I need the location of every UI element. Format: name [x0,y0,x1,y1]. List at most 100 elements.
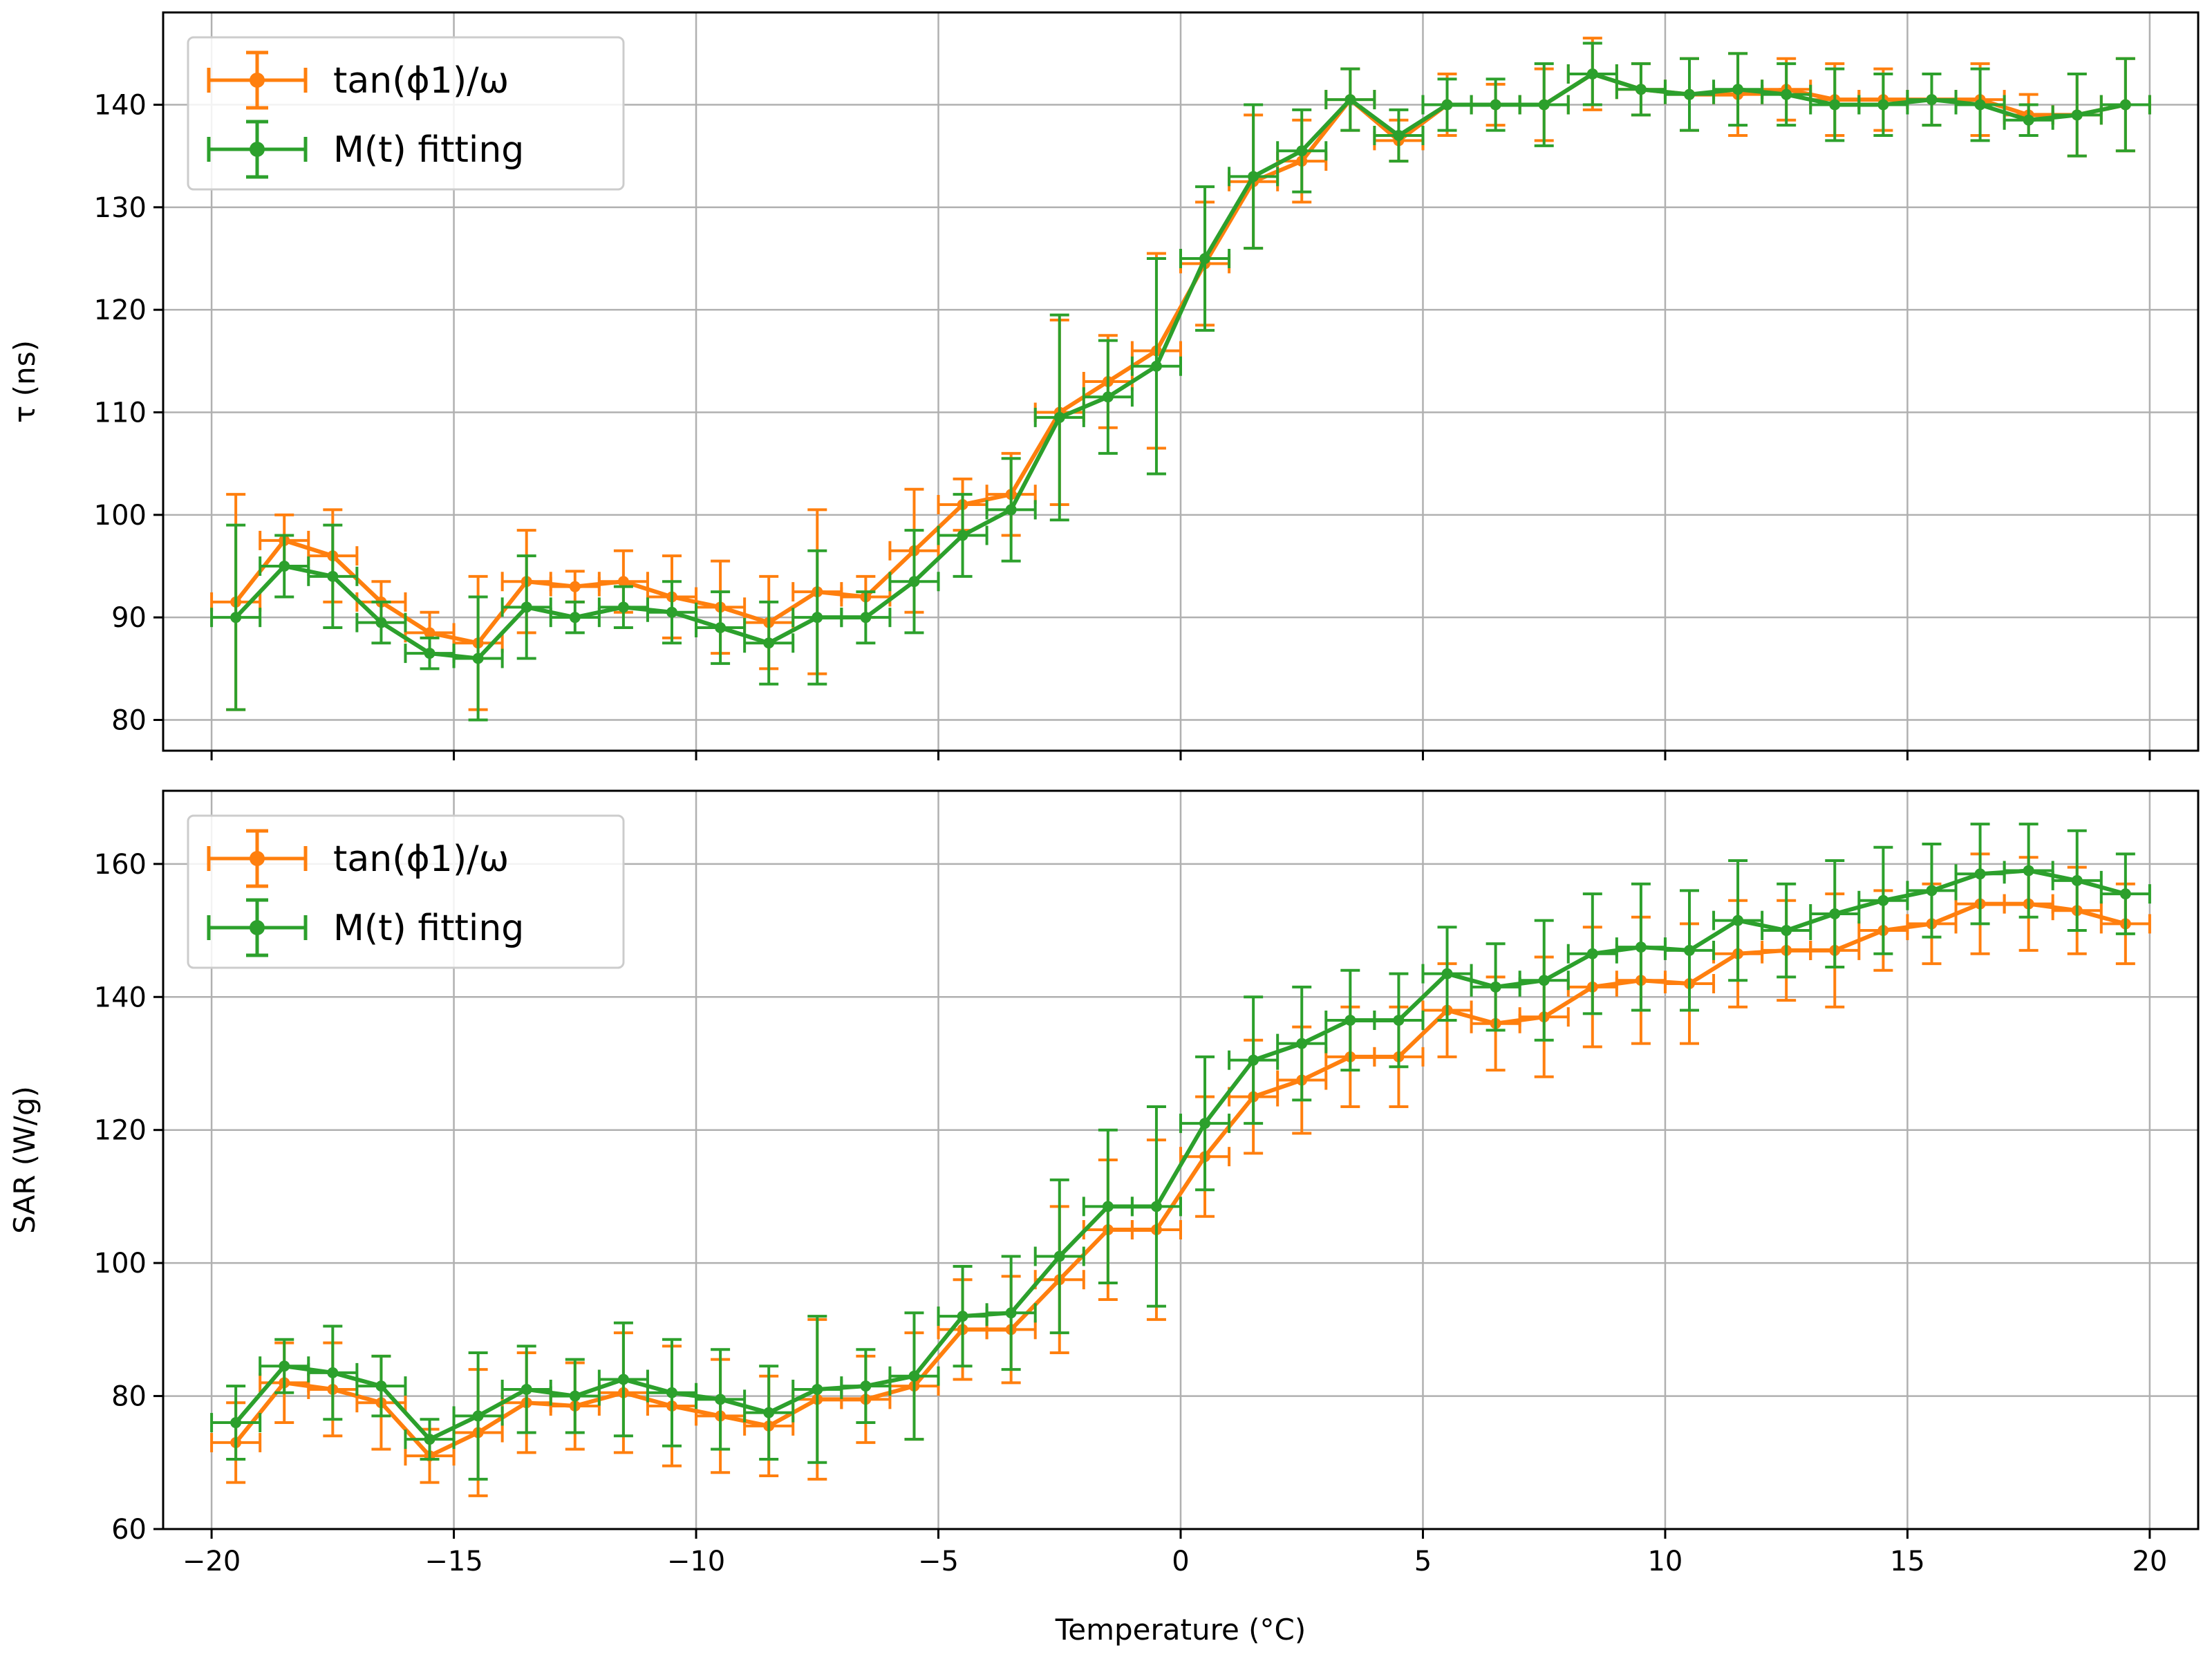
tau-data-point [1005,504,1017,516]
sar-data-point [472,1410,484,1422]
tau-series-line [234,72,2126,661]
sar-data-point [617,1374,629,1385]
sar-ticks: −20 −15 −10 −5 0 5 10 15 20 60 80 100 120 140 160 [94,849,2168,1577]
tau-legend-label: M(t) fitting [333,129,524,171]
sar-data-point [1538,975,1550,986]
tau-data-point [715,622,727,633]
tau-data-point [763,637,775,649]
sar-legend-frame [187,814,625,969]
sar-data-point [1005,1307,1017,1319]
tau-chart: 80 90 100 110 120 130 140 τ (ns) tan(ϕ1)/ω M(t)… [8,11,2200,760]
sar-data-point [1732,915,1744,926]
sar-x-tick-label: 10 [1647,1546,1683,1577]
tau-data-point [812,612,823,624]
sar-y-axis-label: SAR (W/g) [8,1086,41,1234]
sar-data-point [1102,1201,1114,1212]
tau-legend-handle [207,50,308,110]
sar-data-point [763,1407,775,1418]
tau-data-point [1490,99,1501,111]
sar-data-point [908,1370,920,1382]
tau-data-point [279,561,290,572]
sar-data-point [424,1434,435,1445]
sar-legend: tan(ϕ1)/ω M(t) fitting [187,814,625,969]
tau-series [210,37,2151,722]
sar-x-tick-label: −20 [182,1546,241,1577]
sar-series-1 [210,823,2151,1481]
sar-legend-handle [207,829,308,888]
sar-chart: −20 −15 −10 −5 0 5 10 15 20 60 80 100 120 140 160 SAR … [8,789,2200,1647]
sar-data-point [1490,981,1501,993]
tau-data-point [1877,99,1889,111]
tau-y-tick-label: 130 [94,192,147,224]
sar-data-point [1248,1054,1259,1066]
tau-data-point [424,627,435,639]
sar-x-tick-label: 20 [2132,1546,2167,1577]
tau-data-point [1635,84,1647,95]
tau-data-point [472,653,484,664]
tau-data-point [327,570,339,582]
sar-legend-label: M(t) fitting [333,908,524,949]
sar-data-point [230,1417,242,1429]
tau-data-point [569,612,581,624]
tau-data-point [1586,68,1598,79]
tau-data-point [617,601,629,613]
sar-x-tick-label: −15 [424,1546,482,1577]
tau-data-point [569,581,581,592]
tau-legend-label: tan(ϕ1)/ω [333,60,509,102]
sar-y-tick-label: 120 [94,1115,147,1147]
tau-data-point [860,612,872,624]
tau-legend-handle [207,120,308,179]
tau-data-point [1732,84,1744,95]
sar-series [210,823,2151,1497]
tau-data-point [617,576,629,588]
tau-y-tick-label: 120 [94,294,147,326]
tau-data-point [2071,109,2083,121]
tau-data-point [1926,94,1938,106]
sar-data-point [1926,885,1938,897]
sar-data-point [812,1383,823,1395]
sar-data-point [2119,888,2131,900]
tau-data-point [375,617,387,628]
sar-data-point [1296,1038,1308,1049]
sar-data-point [1150,1201,1162,1212]
tau-errorbar [1276,108,1328,194]
sar-legend-handle [207,898,308,957]
sar-x-tick-label: −5 [918,1546,959,1577]
tau-data-point [1053,411,1065,423]
tau-y-tick-label: 100 [94,500,147,532]
sar-y-tick-label: 140 [94,982,147,1013]
tau-data-point [1829,99,1841,111]
sar-data-point [375,1380,387,1392]
sar-x-tick-label: 0 [1172,1546,1189,1577]
tau-data-point [1684,88,1695,100]
sar-data-point [1053,1250,1065,1262]
sar-data-point [1781,925,1792,937]
sar-data-point [957,1311,968,1322]
tau-y-tick-label: 140 [94,90,147,122]
sar-data-point [521,1383,532,1395]
tau-data-point [2023,114,2034,126]
sar-y-tick-label: 60 [111,1514,147,1546]
tau-data-point [1102,391,1114,403]
sar-data-point [1974,868,1986,880]
tau-legend: tan(ϕ1)/ω M(t) fitting [187,36,625,191]
sar-data-point [569,1390,581,1402]
sar-data-point [1199,1118,1211,1130]
tau-data-point [2119,99,2131,111]
sar-data-point [1344,1014,1356,1026]
sar-data-point [2023,865,2034,877]
tau-data-point [1248,171,1259,182]
sar-data-point [327,1367,339,1378]
tau-data-point [1538,99,1550,111]
tau-data-point [1393,130,1405,141]
sar-data-point [1684,944,1695,956]
sar-y-tick-label: 160 [94,849,147,881]
sar-data-point [1586,948,1598,959]
sar-series-line [234,868,2126,1442]
sar-legend-label: tan(ϕ1)/ω [333,838,509,880]
sar-x-tick-label: 5 [1414,1546,1432,1577]
sar-data-point [2071,874,2083,886]
sar-data-point [1877,894,1889,906]
tau-data-point [1344,94,1356,106]
